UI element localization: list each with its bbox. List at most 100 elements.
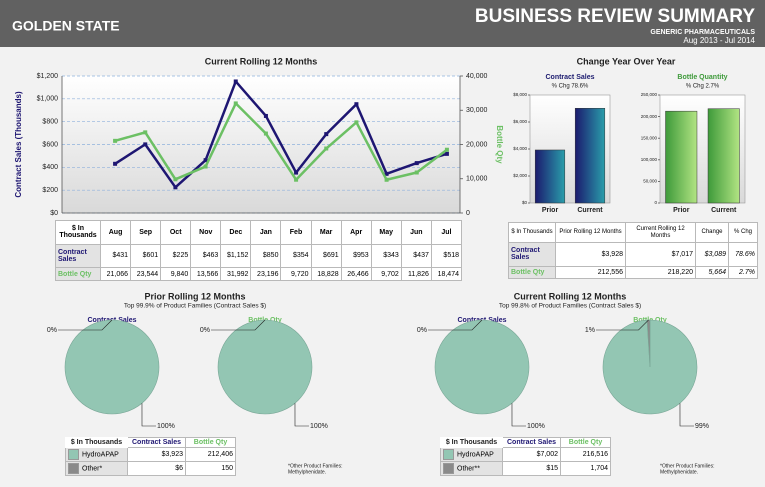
- slice-label: 100%: [310, 423, 328, 430]
- header-cell: Contract Sales: [502, 437, 561, 448]
- value-cell: $953: [340, 243, 372, 269]
- leader-line: [428, 319, 483, 331]
- family-cell: HydroAPAP: [440, 446, 503, 462]
- report-title: BUSINESS REVIEW SUMMARY: [475, 6, 755, 27]
- y-tick-label: $0: [522, 200, 528, 205]
- y-tick-label: $1,000: [37, 96, 59, 103]
- value-cell: $691: [310, 243, 342, 269]
- value-cell: 1,704: [560, 460, 611, 477]
- value-cell: $15: [502, 460, 561, 477]
- bar: [574, 108, 606, 204]
- value-cell: $431: [99, 243, 132, 269]
- data-row: Contract Sales $3,928 $7,017 $3,089 78.6%: [508, 242, 758, 267]
- pie-slice: [434, 319, 530, 415]
- series-line: [114, 80, 448, 189]
- category-cell: Oct: [160, 220, 192, 245]
- y-tick-label: $200: [42, 187, 58, 194]
- bar: [665, 110, 698, 204]
- header-cell: $ In Thousands: [445, 438, 498, 446]
- chart-subtitle: % Chg 78.6%: [552, 84, 589, 90]
- chart-title: Current Rolling 12 Months: [205, 56, 318, 66]
- category-cell: Feb: [280, 220, 312, 245]
- point-marker: [294, 177, 299, 182]
- data-row: Other* $6 150: [65, 460, 236, 477]
- y2-axis-label: Bottle Qty: [495, 125, 504, 164]
- x-tick-label: Prior: [542, 207, 559, 214]
- family-table: $ In Thousands Contract Sales Bottle Qty Hy…: [65, 437, 236, 477]
- slice-label: 0%: [47, 327, 57, 334]
- family-name: HydroAPAP: [82, 451, 119, 459]
- header-cell: $ In Thousands: [70, 438, 123, 446]
- leader-line: [679, 403, 694, 427]
- point-marker: [384, 177, 389, 182]
- header-cell: Change: [695, 221, 729, 244]
- header-cell: % Chg: [728, 221, 758, 244]
- point-marker: [113, 138, 118, 143]
- pie-slice: [217, 319, 313, 415]
- point-marker: [143, 142, 148, 147]
- value-cell: $601: [130, 243, 162, 269]
- category-cell: Aug: [99, 220, 132, 245]
- header-cell: Bottle Qty: [560, 437, 611, 448]
- point-marker: [263, 131, 268, 136]
- value-cell: 26,466: [340, 267, 372, 281]
- x-tick-label: Prior: [673, 207, 690, 214]
- plot-area: [62, 76, 460, 213]
- slice-label: 100%: [157, 423, 175, 430]
- header-row: $ In Thousands Contract Sales Bottle Qty: [66, 437, 236, 448]
- data-row: Bottle Qty 212,556 218,220 5,664 2.7%: [508, 265, 758, 280]
- header-cell: Bottle Qty: [185, 437, 236, 448]
- row-label: Bottle Qty: [508, 265, 556, 280]
- point-marker: [444, 147, 449, 152]
- y-tick-label: $8,000: [513, 92, 527, 97]
- category-cell: Jul: [430, 220, 463, 245]
- y-tick-label: 50,000: [643, 179, 657, 184]
- footnote: *Other Product Families:: [288, 463, 342, 469]
- footnote: Methylphenidate.: [660, 469, 698, 475]
- point-marker: [263, 113, 268, 118]
- legend-swatch: [443, 462, 454, 474]
- y-tick-label: $400: [42, 164, 58, 171]
- y-tick-label: 0: [654, 200, 657, 205]
- series-row: Bottle Qty 21,066 23,544 9,840 13,566 31,992 2…: [55, 267, 463, 281]
- y2-tick-label: 0: [466, 210, 470, 217]
- point-marker: [113, 161, 118, 166]
- category-cell: Mar: [310, 220, 342, 245]
- slice-label: 100%: [527, 423, 545, 430]
- value-cell: 13,566: [190, 267, 222, 281]
- group-title: Change Year Over Year: [577, 56, 676, 66]
- point-marker: [354, 120, 359, 125]
- section-title: Current Rolling 12 Months: [514, 291, 627, 301]
- report-period: Aug 2013 - Jul 2014: [683, 36, 755, 45]
- value-cell: 23,196: [250, 267, 282, 281]
- header-row: $ In Thousands Contract Sales Bottle Qty: [441, 437, 611, 448]
- category-cell: Dec: [220, 220, 252, 245]
- section-subtitle: Top 99.8% of Product Families (Contract …: [499, 303, 641, 310]
- y-tick-label: $600: [42, 141, 58, 148]
- y-tick-label: $4,000: [513, 146, 527, 151]
- value-cell: $518: [430, 243, 463, 269]
- point-marker: [233, 101, 238, 106]
- value-cell: 18,474: [430, 267, 463, 281]
- y-tick-label: 250,000: [641, 92, 658, 97]
- value-cell: $6: [127, 460, 186, 477]
- value-cell: $437: [400, 243, 432, 269]
- point-marker: [143, 130, 148, 135]
- leader-line: [58, 319, 113, 331]
- category-cell: Jun: [400, 220, 432, 245]
- series-row: Contract Sales $431 $601 $225 $463 $1,152 $850…: [55, 243, 463, 269]
- y2-tick-label: 10,000: [466, 176, 488, 183]
- family-name: Other*: [82, 465, 103, 473]
- point-marker: [414, 161, 419, 166]
- leader-line: [511, 403, 526, 427]
- change-cell: 5,664: [695, 265, 729, 280]
- category-cell: Sep: [130, 220, 162, 245]
- y-tick-label: $0: [50, 210, 58, 217]
- value-cell: 31,992: [220, 267, 252, 281]
- leader-line: [294, 403, 309, 427]
- series-name: Bottle Qty: [55, 267, 101, 281]
- prior-cell: 212,556: [555, 265, 626, 280]
